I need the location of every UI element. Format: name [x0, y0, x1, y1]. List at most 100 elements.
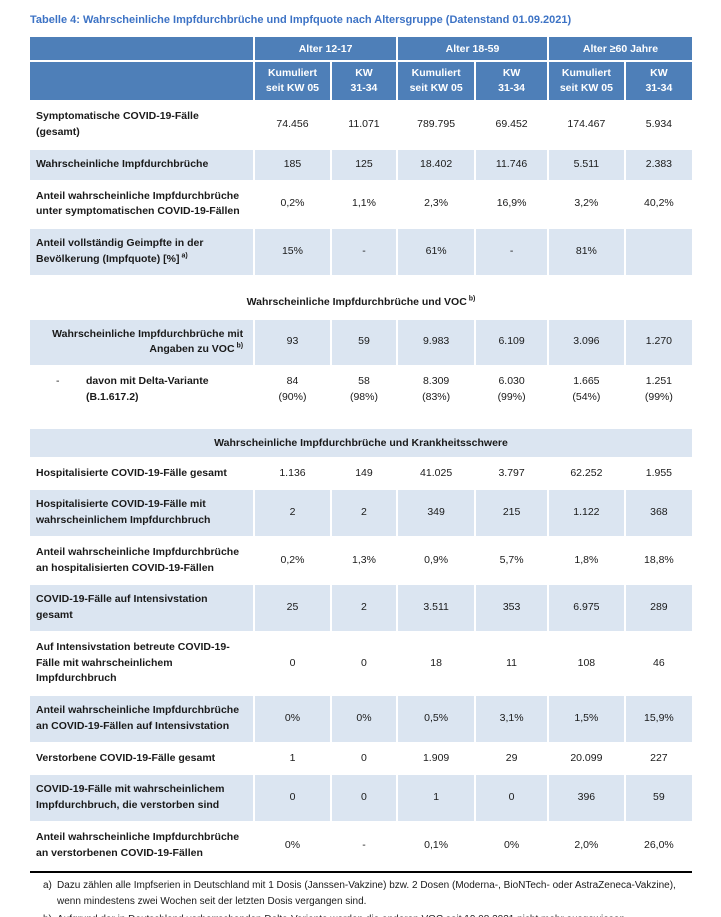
value-cell: 2,0% [548, 822, 626, 871]
value-cell: 3.511 [398, 585, 477, 633]
table-corner-cell [30, 37, 256, 63]
footnote-text: Aufgrund der in Deutschland vorherrschen… [57, 912, 692, 917]
value-cell: 1.122 [548, 490, 626, 538]
value-cell: 3,1% [476, 696, 549, 744]
value-cell: 0 [331, 743, 399, 776]
table-row: Anteil vollständig Geimpfte in der Bevöl… [30, 229, 692, 277]
row-label-cell: COVID-19-Fälle mit wahrscheinlichem Impf… [30, 775, 256, 823]
value-cell: 0% [331, 696, 399, 744]
row-label-cell: Anteil wahrscheinliche Impfdurchbrüche a… [30, 696, 256, 744]
value-cell: 108 [548, 632, 626, 697]
row-label-cell: - davon mit Delta-Variante (B.1.617.2) [30, 367, 256, 415]
table-header: Alter 12-17 Alter 18-59 Alter ≥60 Jahre Kum… [30, 37, 692, 103]
row-label-cell: Anteil wahrscheinliche Impfdurchbrüche u… [30, 181, 256, 230]
table-row: COVID-19-Fälle auf Intensivstation gesam… [30, 585, 692, 633]
value-cell: 149 [331, 458, 399, 491]
value-cell: 0,9% [398, 537, 477, 586]
value-cell: - [331, 229, 399, 277]
value-cell: 0 [255, 632, 332, 697]
table-row: Auf Intensivstation betreute COVID-19-Fä… [30, 632, 692, 697]
value-cell: 5.511 [548, 149, 626, 182]
value-cell: 0% [476, 822, 549, 871]
value-cell: 9.983 [398, 319, 477, 368]
value-cell: 69.452 [476, 102, 549, 150]
table-row: Verstorbene COVID-19-Fälle gesamt 1 0 1.909… [30, 743, 692, 776]
cumulative-subheader: Kumuliert seit KW 05 [255, 62, 332, 103]
spacer-row [30, 414, 692, 429]
value-cell: 1,3% [331, 537, 399, 586]
value-cell: 0 [331, 632, 399, 697]
value-cell: 2 [331, 585, 399, 633]
table-row: Hospitalisierte COVID-19-Fälle gesamt 1.1… [30, 458, 692, 491]
value-cell: 0 [255, 775, 332, 823]
value-cell: 185 [255, 149, 332, 182]
value-cell: 58 (98%) [331, 367, 399, 415]
value-cell: 0,2% [255, 537, 332, 586]
value-cell: 11 [476, 632, 549, 697]
value-cell: 1.909 [398, 743, 477, 776]
value-cell: 2 [331, 490, 399, 538]
age-group-header: Alter 18-59 [398, 37, 549, 63]
value-cell: 0,1% [398, 822, 477, 871]
table-row: COVID-19-Fälle mit wahrscheinlichem Impf… [30, 775, 692, 823]
section-heading-row: Wahrscheinliche Impfdurchbrüche und VOC … [30, 276, 692, 320]
value-cell: 5.934 [625, 102, 692, 150]
row-label-cell: Anteil wahrscheinliche Impfdurchbrüche a… [30, 822, 256, 871]
value-cell: 16,9% [476, 181, 549, 230]
value-cell: 0% [255, 696, 332, 744]
value-cell: 1,1% [331, 181, 399, 230]
value-cell: 6.109 [476, 319, 549, 368]
row-label-cell: Verstorbene COVID-19-Fälle gesamt [30, 743, 256, 776]
value-cell: 62.252 [548, 458, 626, 491]
row-label-cell: Auf Intensivstation betreute COVID-19-Fä… [30, 632, 256, 697]
table-row: Hospitalisierte COVID-19-Fälle mit wahrs… [30, 490, 692, 538]
dash-bullet: - [56, 375, 60, 388]
table-row: Wahrscheinliche Impfdurchbrüche mit Anga… [30, 319, 692, 368]
value-cell: 40,2% [625, 181, 692, 230]
value-cell: 46 [625, 632, 692, 697]
row-label-cell: COVID-19-Fälle auf Intensivstation gesam… [30, 585, 256, 633]
superscript-note: a) [179, 252, 188, 260]
value-cell: 125 [331, 149, 399, 182]
section-heading: Wahrscheinliche Impfdurchbrüche und Kran… [30, 428, 692, 459]
header-sub-row: Kumuliert seit KW 05 KW 31-34 Kumuliert se… [30, 62, 692, 103]
value-cell: 1.251 (99%) [625, 367, 692, 415]
table-row: Anteil wahrscheinliche Impfdurchbrüche a… [30, 696, 692, 744]
row-label-cell: Wahrscheinliche Impfdurchbrüche [30, 149, 256, 182]
superscript-note: b) [234, 342, 244, 350]
value-cell: 5,7% [476, 537, 549, 586]
value-cell: 174.467 [548, 102, 626, 150]
value-cell: - [331, 822, 399, 871]
value-cell: 2.383 [625, 149, 692, 182]
value-cell: 1.136 [255, 458, 332, 491]
value-cell: 0% [255, 822, 332, 871]
cumulative-subheader: Kumuliert seit KW 05 [398, 62, 477, 103]
row-label-cell: Wahrscheinliche Impfdurchbrüche mit Anga… [30, 319, 256, 368]
footnote-text: Dazu zählen alle Impfserien in Deutschla… [57, 880, 676, 907]
value-cell: 1,5% [548, 696, 626, 744]
table-body: Symptomatische COVID-19-Fälle (gesamt) 74… [30, 102, 692, 871]
week-subheader: KW 31-34 [625, 62, 692, 103]
value-cell: 0,2% [255, 181, 332, 230]
value-cell: 26,0% [625, 822, 692, 871]
value-cell [625, 229, 692, 277]
value-cell: 0 [331, 775, 399, 823]
cumulative-subheader: Kumuliert seit KW 05 [548, 62, 626, 103]
value-cell: 25 [255, 585, 332, 633]
table-corner-cell [30, 62, 256, 103]
value-cell: 18,8% [625, 537, 692, 586]
value-cell: 1 [255, 743, 332, 776]
value-cell: 74.456 [255, 102, 332, 150]
value-cell: 18 [398, 632, 477, 697]
value-cell: 6.975 [548, 585, 626, 633]
value-cell: - [476, 229, 549, 277]
value-cell: 1.270 [625, 319, 692, 368]
value-cell: 6.030 (99%) [476, 367, 549, 415]
value-cell: 1 [398, 775, 477, 823]
table-row: - davon mit Delta-Variante (B.1.617.2) 84(… [30, 367, 692, 415]
value-cell: 59 [625, 775, 692, 823]
impfdurchbrueche-table: Alter 12-17 Alter 18-59 Alter ≥60 Jahre Kum… [30, 37, 692, 871]
value-cell: 15% [255, 229, 332, 277]
value-cell: 396 [548, 775, 626, 823]
value-cell: 1.955 [625, 458, 692, 491]
